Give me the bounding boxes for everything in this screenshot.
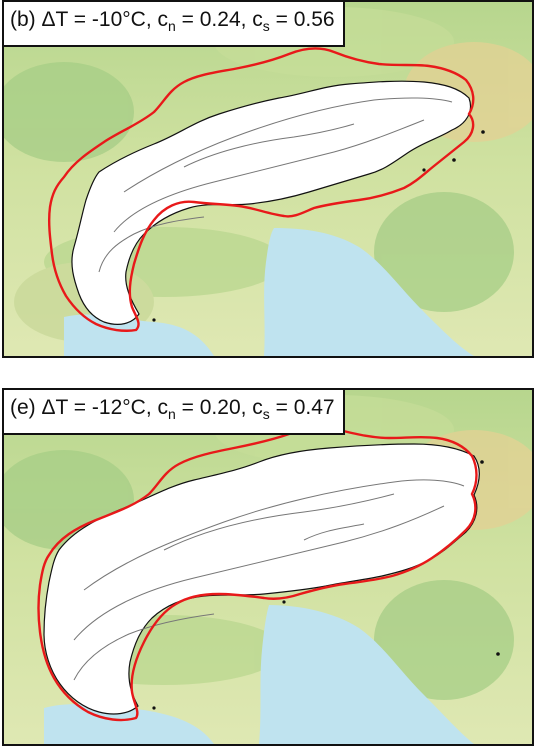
label-cn-value: = 0.20, xyxy=(175,396,253,419)
label-dt: -12°C xyxy=(91,396,146,419)
label-cs-symbol: c xyxy=(252,396,263,419)
label-cs-subscript: s xyxy=(262,18,270,34)
panel-label-e: (e) ΔT = -12°C, cn = 0.20, cs = 0.47 xyxy=(4,390,345,435)
label-cs-value: = 0.56 xyxy=(269,8,335,31)
label-cn-symbol: c xyxy=(157,396,169,419)
ice-sheet xyxy=(43,443,480,715)
panel-label-b: (b) ΔT = -10°C, cn = 0.24, cs = 0.56 xyxy=(4,2,345,47)
map-canvas-e xyxy=(4,390,532,744)
label-cn-value: = 0.24, xyxy=(175,8,253,31)
elevation-contours xyxy=(98,97,453,273)
adriatic-sea xyxy=(259,605,474,744)
map-panel-e: (e) ΔT = -12°C, cn = 0.20, cs = 0.47 xyxy=(2,388,534,746)
ice-sheet xyxy=(71,80,472,325)
label-cs-subscript: s xyxy=(262,406,270,422)
label-cn-symbol: c xyxy=(157,8,169,31)
ligurian-sea xyxy=(64,314,214,356)
ice-cap-dots xyxy=(152,130,485,322)
elevation-contours xyxy=(73,479,465,681)
ice-cap-dots xyxy=(152,460,500,710)
label-cs-value: = 0.47 xyxy=(269,396,335,419)
adriatic-sea xyxy=(264,228,474,356)
label-cn-subscript: n xyxy=(168,18,176,34)
ligurian-sea xyxy=(44,704,214,744)
label-cs-symbol: c xyxy=(252,8,263,31)
map-panel-b: (b) ΔT = -10°C, cn = 0.24, cs = 0.56 xyxy=(2,0,534,358)
red-outline-model-extent xyxy=(37,426,478,722)
label-prefix: (b) ΔT = xyxy=(10,8,92,31)
map-canvas-b xyxy=(4,2,532,356)
label-cn-subscript: n xyxy=(168,406,176,422)
label-prefix: (e) ΔT = xyxy=(10,396,92,419)
red-outline-model-extent xyxy=(47,47,475,332)
label-dt: -10°C xyxy=(91,8,146,31)
